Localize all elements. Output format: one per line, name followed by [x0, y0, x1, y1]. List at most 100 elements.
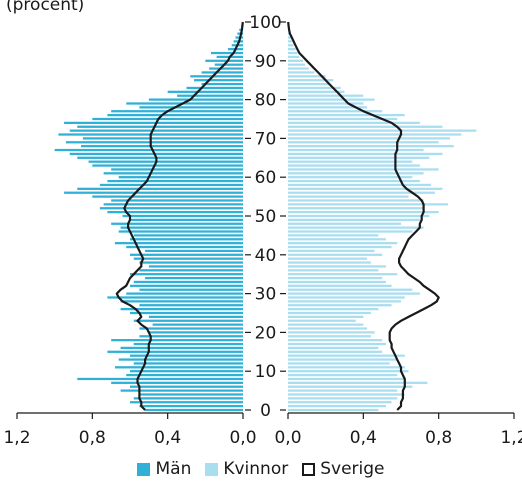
female-bar — [288, 67, 309, 70]
male-bar — [69, 152, 243, 156]
male-bar — [107, 179, 244, 183]
female-bar — [288, 377, 405, 381]
female-bar — [288, 172, 424, 175]
female-bar — [288, 121, 420, 125]
male-bar — [130, 401, 243, 404]
female-bar — [288, 145, 454, 148]
male-bar — [118, 230, 243, 233]
female-bar — [288, 389, 398, 392]
male-bar — [130, 218, 243, 222]
male-bar — [148, 331, 243, 334]
male-bar — [111, 168, 244, 171]
female-bar — [288, 195, 409, 198]
male-bar — [126, 292, 243, 295]
male-bar — [126, 245, 243, 249]
female-bar — [288, 218, 420, 222]
male-bar — [92, 164, 243, 167]
y-tick-label: 50 — [255, 207, 277, 227]
female-bar — [288, 98, 375, 101]
legend-label-man: Män — [155, 459, 192, 479]
male-bar — [133, 280, 243, 284]
female-bar — [288, 51, 298, 55]
male-bar — [145, 408, 243, 412]
female-bar — [288, 203, 449, 206]
female-bar — [288, 381, 428, 384]
male-bar — [139, 404, 243, 408]
sverige-line-men — [115, 21, 244, 411]
y-tick-label: 80 — [255, 91, 277, 111]
female-bar — [288, 257, 368, 260]
female-bar — [288, 36, 292, 39]
male-bar — [64, 121, 243, 125]
female-bar — [288, 319, 356, 322]
female-bar — [288, 156, 430, 159]
male-bar — [190, 75, 243, 78]
female-bar — [288, 269, 379, 272]
female-bar — [288, 191, 435, 194]
female-bar — [288, 164, 420, 167]
female-bar — [288, 385, 413, 388]
y-tick-label: 20 — [255, 323, 277, 343]
female-bar — [288, 331, 375, 334]
female-bars — [288, 28, 477, 412]
female-bar — [288, 288, 413, 291]
y-tick-label: 100 — [249, 13, 281, 33]
male-bar — [139, 106, 243, 109]
male-bar — [148, 315, 243, 319]
legend-item-kvinnor: Kvinnor — [205, 459, 288, 479]
male-bar — [111, 339, 244, 342]
female-bar — [288, 183, 432, 187]
female-bar — [288, 362, 390, 365]
male-bar — [120, 300, 243, 303]
female-bar — [288, 207, 424, 210]
female-bar — [288, 327, 368, 330]
male-bar — [130, 238, 243, 241]
male-bar — [111, 110, 244, 113]
male-bar — [54, 148, 243, 152]
female-bar — [288, 214, 430, 218]
female-bar — [288, 71, 315, 74]
male-bar — [130, 273, 243, 276]
male-bar — [99, 183, 243, 187]
female-bar — [288, 133, 462, 136]
sverige-reference-lines — [115, 21, 440, 411]
male-bar — [130, 370, 243, 373]
x-tick-label-left: 0,0 — [229, 428, 256, 448]
y-tick-label: 10 — [255, 362, 277, 382]
male-bar — [111, 381, 244, 384]
female-bar — [288, 152, 443, 156]
male-bar — [107, 210, 244, 214]
female-bar — [288, 284, 392, 287]
male-bar — [139, 304, 243, 307]
x-tick-label-right: 0,0 — [274, 428, 301, 448]
sverige-line-women — [287, 21, 440, 411]
female-bar — [288, 160, 413, 163]
female-bar — [288, 346, 379, 350]
female-bar — [288, 125, 443, 128]
female-bar — [288, 110, 383, 113]
legend-swatch-sverige — [302, 462, 316, 476]
female-bar — [288, 148, 424, 152]
female-bar — [288, 354, 405, 357]
female-bar — [288, 366, 405, 369]
female-bar — [288, 323, 364, 326]
male-bar — [214, 63, 243, 66]
female-bar — [288, 273, 398, 276]
female-bar — [288, 55, 300, 59]
female-bar — [288, 141, 439, 144]
legend-swatch-man — [137, 462, 151, 476]
male-bar — [77, 187, 244, 190]
x-tick-label-left: 0,4 — [154, 428, 181, 448]
female-bar — [288, 397, 398, 400]
male-bar — [130, 284, 243, 287]
female-bar — [288, 226, 424, 229]
male-bar — [139, 269, 243, 272]
male-bar — [77, 156, 244, 159]
x-tick-label-right: 0,4 — [350, 428, 377, 448]
male-bar — [111, 199, 244, 202]
male-bar — [133, 234, 243, 237]
y-tick-label: 90 — [255, 52, 277, 72]
female-bar — [288, 404, 386, 408]
x-tick-label-left: 0,8 — [79, 428, 106, 448]
female-bar — [288, 370, 409, 373]
